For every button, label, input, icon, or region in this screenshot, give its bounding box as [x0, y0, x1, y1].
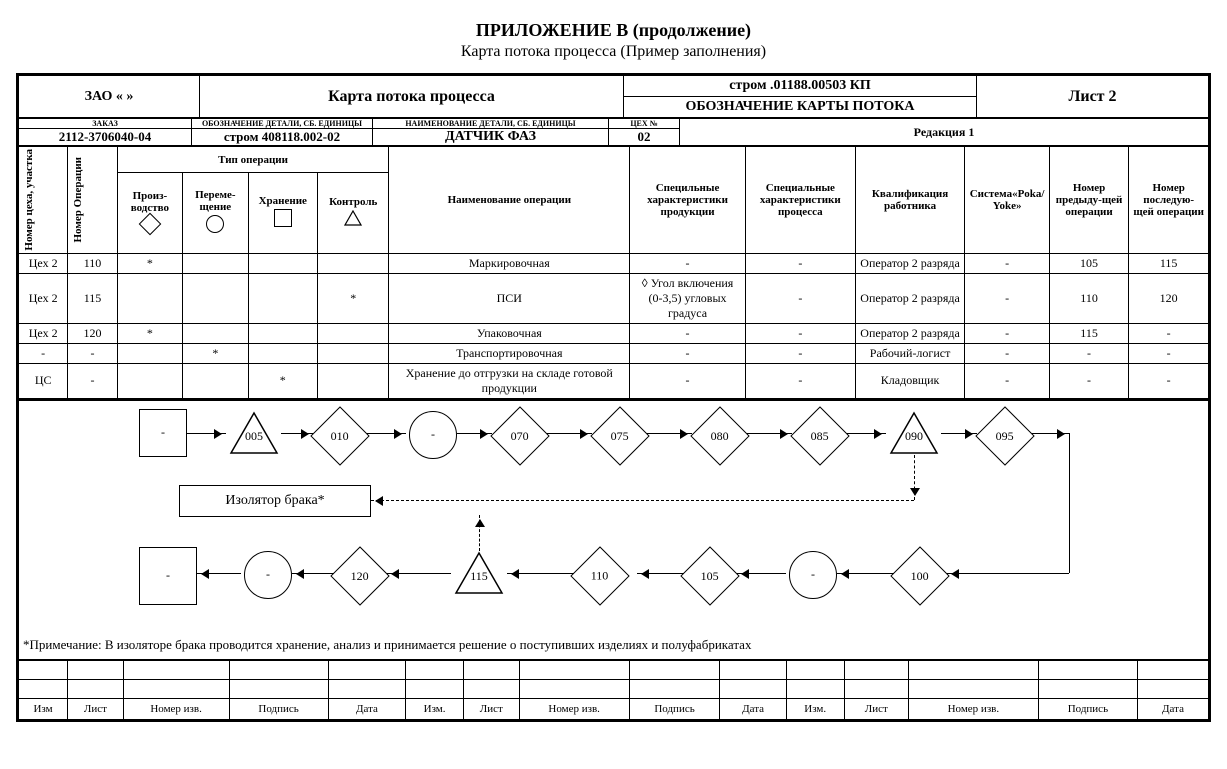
arrow	[292, 573, 334, 574]
shop-no-label: ЦЕХ №	[609, 119, 679, 128]
arrow	[457, 433, 492, 434]
signature-strip: ИзмЛистНомер изв.ПодписьДатаИзм.ЛистНоме…	[18, 660, 1209, 720]
part-des-value: стром 408118.002-02	[192, 128, 372, 145]
order-label: ЗАКАЗ	[19, 119, 191, 128]
col-next: Номер последую-щей операции	[1129, 147, 1209, 254]
sig-label: Номер изв.	[519, 698, 629, 719]
arrow	[479, 515, 480, 551]
page-title: ПРИЛОЖЕНИЕ В (продолжение)	[16, 20, 1211, 41]
page-subtitle: Карта потока процесса (Пример заполнения…	[16, 43, 1211, 61]
part-name-label: НАИМЕНОВАНИЕ ДЕТАЛИ, СБ. ЕДИНИЦЫ	[373, 119, 608, 128]
arrow	[281, 433, 313, 434]
table-row: Цех 2115*ПСИ◊ Угол включения (0-3,5) угл…	[19, 273, 1209, 323]
arrow	[747, 433, 792, 434]
revision: Редакция 1	[680, 119, 1209, 146]
arrow	[547, 433, 592, 434]
col-op-name: Наименование операции	[389, 147, 630, 254]
flow-move-2: -	[244, 551, 292, 599]
sig-label: Изм	[19, 698, 68, 719]
col-spec-prod: Специльные характеристики продукции	[630, 147, 746, 254]
flow-node-115: 115	[454, 551, 504, 595]
flow-node-005: 005	[229, 411, 279, 455]
table-row: Цех 2120*Упаковочная--Оператор 2 разряда…	[19, 323, 1209, 343]
sig-label: Дата	[720, 698, 787, 719]
doc-title: Карта потока процесса	[200, 76, 624, 118]
arrow	[737, 573, 786, 574]
arrow	[941, 433, 977, 434]
card-designation: стром .01188.00503 КП	[624, 76, 976, 97]
col-move: Переме-щение	[183, 173, 248, 253]
sig-label: Изм.	[786, 698, 844, 719]
col-prod: Произ-водство	[117, 173, 182, 253]
header-block: ЗАО « » Карта потока процесса стром .011…	[18, 75, 1209, 118]
part-name-value: ДАТЧИК ФАЗ	[373, 128, 608, 145]
arrow	[914, 455, 915, 500]
sig-label: Лист	[68, 698, 124, 719]
flow-move-1: -	[409, 411, 457, 459]
sig-label: Подпись	[1038, 698, 1137, 719]
arrow	[1069, 433, 1070, 573]
sheet-no: Лист 2	[977, 76, 1209, 118]
arrow	[367, 433, 406, 434]
part-des-label: ОБОЗНАЧЕНИЕ ДЕТАЛИ, СБ. ЕДИНИЦЫ	[192, 119, 372, 128]
col-prev: Номер предыду-щей операции	[1049, 147, 1129, 254]
flow-storage-end: -	[139, 547, 197, 605]
sig-label: Подпись	[629, 698, 720, 719]
flow-node-085: 085	[790, 406, 849, 465]
header-subrow: ЗАКАЗ 2112-3706040-04 ОБОЗНАЧЕНИЕ ДЕТАЛИ…	[18, 118, 1209, 146]
arrow	[847, 433, 886, 434]
table-row: --*Транспортировочная--Рабочий-логист---	[19, 343, 1209, 363]
col-spec-proc: Специальные характеристики процесса	[745, 147, 855, 254]
sig-label: Дата	[1138, 698, 1209, 719]
col-ctrl: Контроль	[318, 173, 389, 253]
card-designation-label: ОБОЗНАЧЕНИЕ КАРТЫ ПОТОКА	[624, 97, 976, 118]
sig-label: Изм.	[406, 698, 464, 719]
sig-label: Лист	[463, 698, 519, 719]
flow-node-075: 075	[590, 406, 649, 465]
flow-move-3: -	[789, 551, 837, 599]
col-shop: Номер цеха, участка	[23, 149, 35, 251]
sig-label: Подпись	[229, 698, 328, 719]
col-store: Хранение	[248, 173, 317, 253]
arrow	[837, 573, 894, 574]
footnote: *Примечание: В изоляторе брака проводитс…	[19, 631, 1208, 659]
table-row: Цех 2110*Маркировочная--Оператор 2 разря…	[19, 253, 1209, 273]
col-qual: Квалификация работника	[855, 147, 965, 254]
flow-node-120: 120	[330, 546, 389, 605]
flow-node-095: 095	[975, 406, 1034, 465]
arrow	[647, 433, 692, 434]
company-cell: ЗАО « »	[19, 76, 200, 118]
arrow	[507, 573, 574, 574]
table-row: ЦС-*Хранение до отгрузки на складе готов…	[19, 363, 1209, 398]
arrow	[387, 573, 451, 574]
col-op-type: Тип операции	[117, 147, 389, 173]
flow-node-110: 110	[570, 546, 629, 605]
flow-node-090: 090	[889, 411, 939, 455]
arrow	[187, 433, 226, 434]
flow-isolator: Изолятор брака*	[179, 485, 371, 517]
sig-label: Дата	[328, 698, 405, 719]
arrow	[1032, 433, 1069, 434]
sig-label: Номер изв.	[908, 698, 1038, 719]
flow-node-080: 080	[690, 406, 749, 465]
sig-label: Лист	[844, 698, 908, 719]
arrow	[637, 573, 684, 574]
shop-no-value: 02	[609, 128, 679, 145]
operations-table: Номер цеха, участка Номер Операции Тип о…	[18, 146, 1209, 399]
sig-label: Номер изв.	[123, 698, 229, 719]
flow-node-100: 100	[890, 546, 949, 605]
col-op-no: Номер Операции	[72, 157, 84, 243]
order-value: 2112-3706040-04	[19, 128, 191, 145]
flow-diagram: -005010-070075080085090095Изолятор брака…	[19, 400, 1208, 631]
document-frame: ЗАО « » Карта потока процесса стром .011…	[16, 73, 1211, 722]
flow-storage-start: -	[139, 409, 187, 457]
flow-node-010: 010	[310, 406, 369, 465]
arrow	[371, 500, 914, 501]
col-poka: Система«Poka/ Yoke»	[965, 147, 1049, 254]
flow-node-070: 070	[490, 406, 549, 465]
arrow	[947, 573, 1069, 574]
arrow	[197, 573, 241, 574]
flow-node-105: 105	[680, 546, 739, 605]
